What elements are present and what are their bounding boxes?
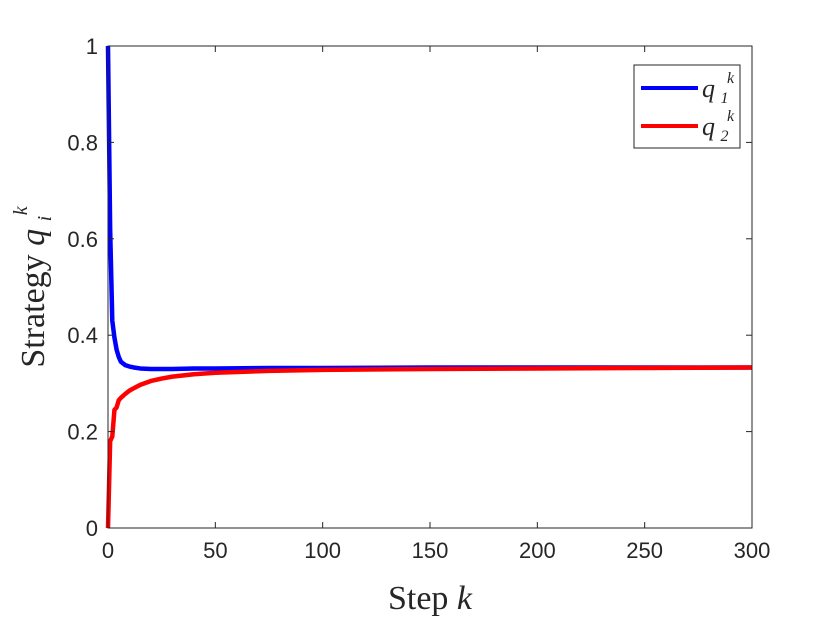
x-tick-label-300: 300 <box>734 538 771 563</box>
series-line-2 <box>105 365 753 529</box>
y-axis-label-group: Strategy q i k <box>10 205 59 367</box>
legend-entry-1-sub: 1 <box>721 90 729 107</box>
y-tick-label-0: 0 <box>86 516 98 541</box>
y-axis-label: Strategy q i k <box>10 205 59 367</box>
x-axis-label-text: Step <box>388 580 448 617</box>
y-tick-label-0.6: 0.6 <box>67 227 98 252</box>
legend-entry-2-name: q <box>702 112 715 141</box>
legend-entry-2: q 2 k <box>702 108 735 147</box>
x-tick-label-200: 200 <box>519 538 556 563</box>
x-tick-label-250: 250 <box>626 538 663 563</box>
legend-entry-2-sup: k <box>727 108 735 125</box>
y-tick-label-0.2: 0.2 <box>67 420 98 445</box>
legend: q 1 k q 2 k <box>633 64 741 149</box>
y-tick-label-0.8: 0.8 <box>67 130 98 155</box>
y-axis-label-var: q <box>15 229 52 246</box>
x-tick-label-100: 100 <box>304 538 341 563</box>
y-axis-label-sub: i <box>34 216 56 222</box>
ticks-layer: 0 50 100 150 200 250 300 0 0.2 0.4 0.6 0.8 1 <box>67 34 770 563</box>
x-tick-label-0: 0 <box>102 538 114 563</box>
y-axis-label-sup: k <box>10 205 32 215</box>
x-tick-label-150: 150 <box>412 538 449 563</box>
y-axis-label-text: Strategy <box>15 254 52 367</box>
y-tick-label-0.4: 0.4 <box>67 323 98 348</box>
legend-entry-1: q 1 k <box>702 70 735 109</box>
legend-box <box>633 64 741 149</box>
legend-entry-1-sup: k <box>727 70 735 87</box>
x-tick-label-50: 50 <box>203 538 227 563</box>
x-axis-label-var: k <box>457 580 473 617</box>
legend-entry-1-name: q <box>702 74 715 103</box>
x-axis-label: Step k <box>388 580 473 617</box>
y-tick-label-1: 1 <box>86 34 98 59</box>
series-layer <box>105 45 753 529</box>
legend-entry-2-sub: 2 <box>721 128 729 145</box>
